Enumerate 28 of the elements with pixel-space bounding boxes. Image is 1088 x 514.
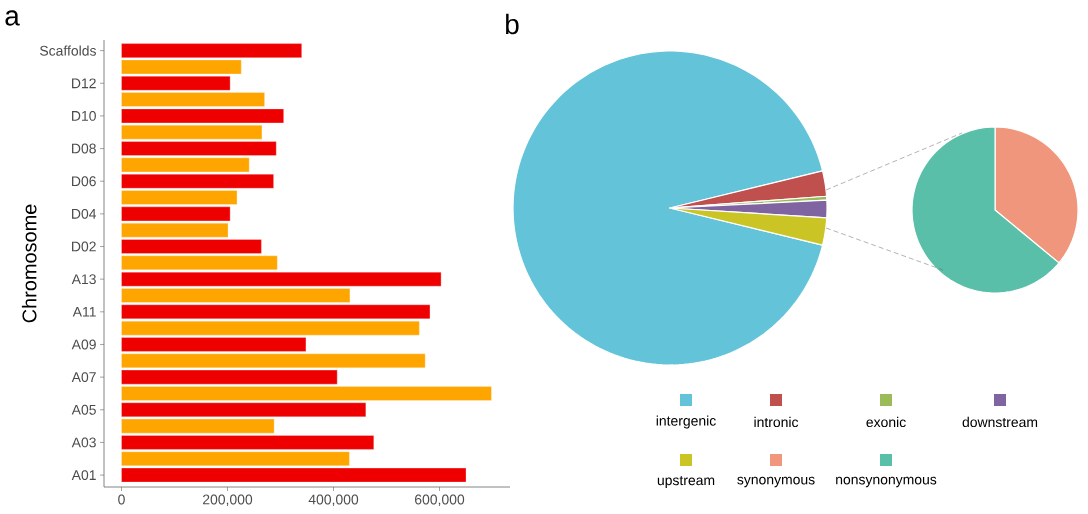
chart-title: b xyxy=(506,13,519,35)
y-tick-label: A13 xyxy=(71,274,96,285)
y-tick-label: A09 xyxy=(71,339,96,350)
y-tick-label: D10 xyxy=(72,110,96,121)
y-tick-label: A05 xyxy=(71,404,96,415)
y-tick-label: A07 xyxy=(71,372,96,383)
legend-label: downstream xyxy=(962,416,1038,428)
x-tick-label: 600,000 xyxy=(415,494,465,507)
legend-label: nonsynonymous xyxy=(836,476,937,488)
legend-label: upstream xyxy=(657,476,715,488)
y-tick-label: A03 xyxy=(71,437,96,448)
y-tick-label: D08 xyxy=(72,143,96,154)
legend-label: intronic xyxy=(754,416,799,428)
chart-title: a xyxy=(5,10,20,26)
y-tick-label: Scaffolds xyxy=(40,45,96,56)
x-tick-label: 0 xyxy=(118,494,125,505)
y-tick-label: D04 xyxy=(72,208,97,219)
y-tick-label: D06 xyxy=(72,176,96,187)
legend-label: intergenic xyxy=(656,415,716,429)
y-tick-label: D02 xyxy=(72,241,96,252)
legend-label: synonymous xyxy=(737,476,815,488)
y-tick-label: A11 xyxy=(72,307,96,317)
y-tick-label: D12 xyxy=(72,78,96,89)
x-tick-label: 400,000 xyxy=(308,494,359,507)
legend-label: exonic xyxy=(866,416,906,428)
y-tick-label: A01 xyxy=(71,470,96,481)
y-axis-title: Chromosome xyxy=(21,204,37,323)
x-tick-label: 200,000 xyxy=(202,494,253,507)
